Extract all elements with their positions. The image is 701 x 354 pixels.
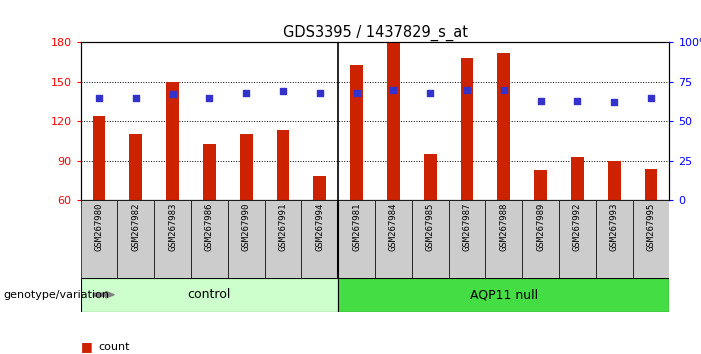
- Bar: [596, 200, 632, 278]
- Bar: [130, 135, 142, 200]
- Point: [608, 99, 620, 105]
- Text: GSM267991: GSM267991: [278, 202, 287, 251]
- Bar: [645, 169, 658, 200]
- Text: GSM267986: GSM267986: [205, 202, 214, 251]
- Text: count: count: [98, 342, 130, 352]
- Bar: [203, 144, 216, 200]
- Bar: [424, 154, 437, 200]
- Text: GSM267995: GSM267995: [646, 202, 655, 251]
- Bar: [498, 53, 510, 200]
- Point: [351, 90, 362, 96]
- Bar: [265, 200, 301, 278]
- Text: GSM267980: GSM267980: [95, 202, 104, 251]
- Bar: [632, 200, 669, 278]
- Bar: [81, 278, 338, 312]
- Point: [535, 98, 546, 104]
- Bar: [313, 176, 326, 200]
- Text: GSM267990: GSM267990: [242, 202, 251, 251]
- Bar: [522, 200, 559, 278]
- Bar: [449, 200, 485, 278]
- Point: [204, 95, 215, 101]
- Point: [240, 90, 252, 96]
- Text: AQP11 null: AQP11 null: [470, 288, 538, 301]
- Point: [646, 95, 657, 101]
- Point: [388, 87, 399, 93]
- Title: GDS3395 / 1437829_s_at: GDS3395 / 1437829_s_at: [283, 25, 468, 41]
- Bar: [240, 135, 252, 200]
- Bar: [338, 278, 669, 312]
- Bar: [228, 200, 265, 278]
- Bar: [571, 157, 584, 200]
- Text: GSM267983: GSM267983: [168, 202, 177, 251]
- Bar: [277, 130, 290, 200]
- Text: genotype/variation: genotype/variation: [4, 290, 109, 300]
- Bar: [338, 200, 375, 278]
- Bar: [559, 200, 596, 278]
- Text: GSM267994: GSM267994: [315, 202, 325, 251]
- Text: GSM267985: GSM267985: [426, 202, 435, 251]
- Point: [461, 87, 472, 93]
- Point: [314, 90, 325, 96]
- Bar: [118, 200, 154, 278]
- Bar: [485, 200, 522, 278]
- Point: [278, 88, 289, 94]
- Text: GSM267992: GSM267992: [573, 202, 582, 251]
- Text: GSM267993: GSM267993: [610, 202, 619, 251]
- Bar: [154, 200, 191, 278]
- Bar: [412, 200, 449, 278]
- Bar: [608, 161, 620, 200]
- Text: control: control: [188, 288, 231, 301]
- Point: [130, 95, 142, 101]
- Bar: [166, 82, 179, 200]
- Text: ■: ■: [81, 341, 93, 353]
- Text: GSM267989: GSM267989: [536, 202, 545, 251]
- Bar: [81, 200, 118, 278]
- Bar: [387, 42, 400, 200]
- Bar: [350, 65, 363, 200]
- Bar: [301, 200, 338, 278]
- Bar: [375, 200, 412, 278]
- Text: GSM267987: GSM267987: [463, 202, 472, 251]
- Text: GSM267988: GSM267988: [499, 202, 508, 251]
- Point: [498, 87, 510, 93]
- Bar: [534, 170, 547, 200]
- Bar: [93, 116, 105, 200]
- Point: [572, 98, 583, 104]
- Text: GSM267984: GSM267984: [389, 202, 398, 251]
- Point: [167, 92, 178, 97]
- Point: [93, 95, 104, 101]
- Text: GSM267981: GSM267981: [352, 202, 361, 251]
- Bar: [191, 200, 228, 278]
- Text: GSM267982: GSM267982: [131, 202, 140, 251]
- Bar: [461, 58, 473, 200]
- Point: [425, 90, 436, 96]
